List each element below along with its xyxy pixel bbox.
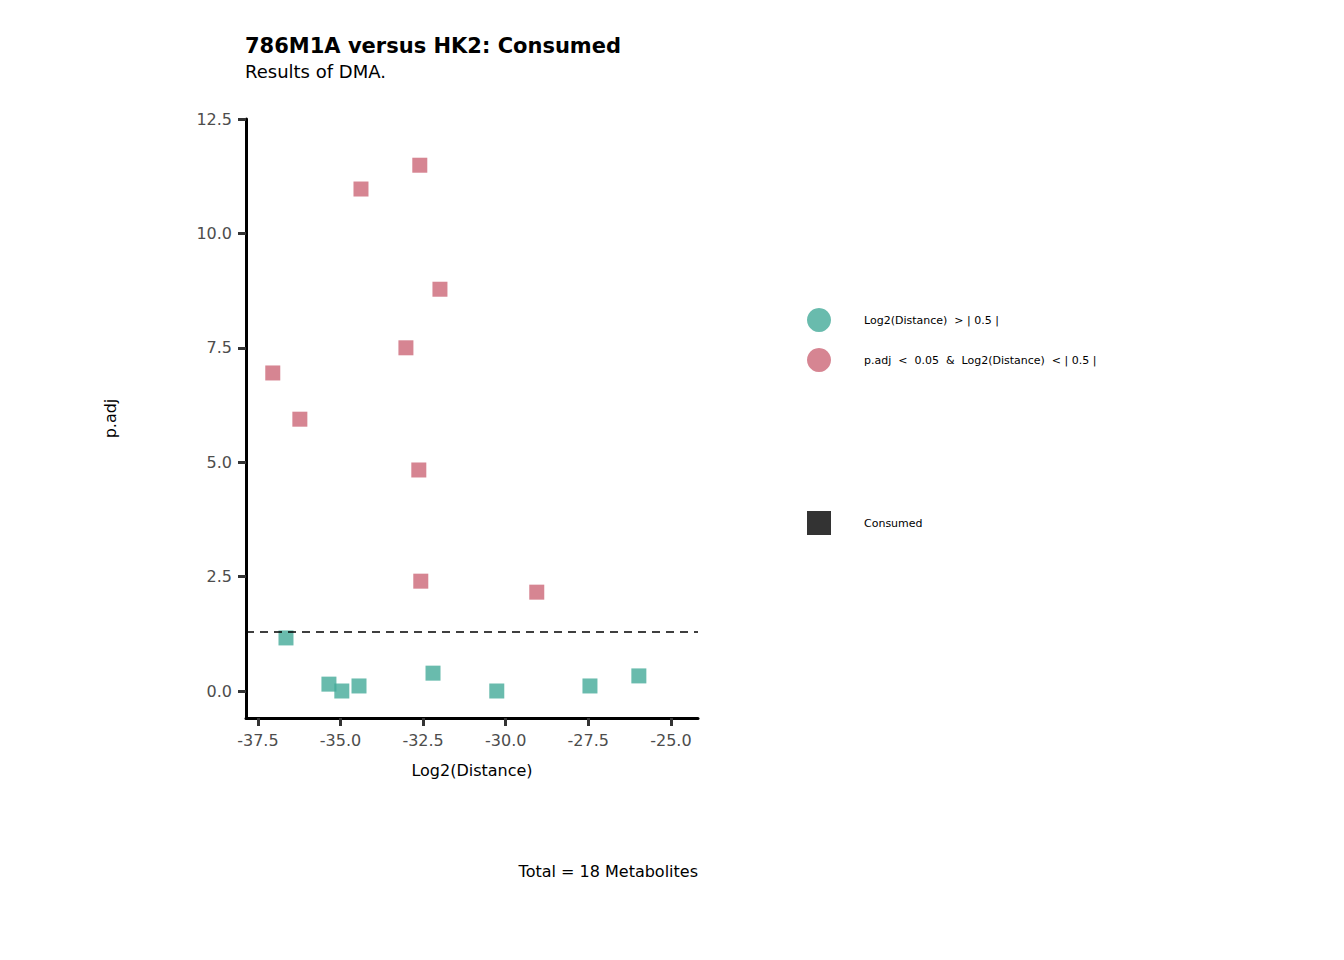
svg-text:10.0: 10.0 [196, 224, 232, 243]
svg-text:Results of DMA.: Results of DMA. [245, 61, 386, 82]
svg-text:p.adj < 0.05 & Log2(Distan: p.adj < 0.05 & Log2(Distance) < | 0.5 | [864, 354, 1096, 367]
svg-text:0.0: 0.0 [207, 682, 232, 701]
svg-text:12.5: 12.5 [196, 110, 232, 129]
svg-text:Log2(Distance) > | 0.5 |: Log2(Distance) > | 0.5 | [864, 314, 999, 327]
svg-text:-37.5: -37.5 [237, 731, 278, 750]
svg-text:-35.0: -35.0 [320, 731, 361, 750]
svg-text:Consumed: Consumed [864, 517, 923, 530]
svg-text:-30.0: -30.0 [485, 731, 526, 750]
svg-text:-32.5: -32.5 [402, 731, 443, 750]
svg-text:Log2(Distance): Log2(Distance) [411, 761, 532, 780]
svg-text:7.5: 7.5 [207, 338, 232, 357]
svg-text:-27.5: -27.5 [568, 731, 609, 750]
svg-text:2.5: 2.5 [207, 567, 232, 586]
svg-text:5.0: 5.0 [207, 453, 232, 472]
svg-text:786M1A versus HK2: Consumed: 786M1A versus HK2: Consumed [245, 34, 621, 58]
svg-text:Total = 18 Metabolites: Total = 18 Metabolites [518, 862, 698, 881]
svg-text:-25.0: -25.0 [650, 731, 691, 750]
svg-text:p.adj: p.adj [101, 399, 120, 439]
